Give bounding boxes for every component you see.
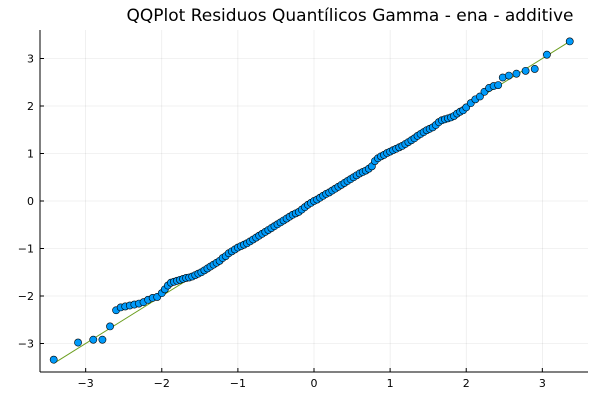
y-tick-label: −2 xyxy=(18,290,34,303)
data-point xyxy=(98,335,107,344)
data-point xyxy=(49,355,58,364)
x-tick-label: 0 xyxy=(311,377,318,390)
y-tick-label: −1 xyxy=(18,243,34,256)
data-point xyxy=(512,69,521,78)
axes xyxy=(39,30,588,373)
x-tick-label: 3 xyxy=(539,377,546,390)
data-point xyxy=(543,50,551,59)
y-tick-label: 3 xyxy=(27,53,34,66)
data-point xyxy=(89,335,98,344)
y-tick-label: 1 xyxy=(27,148,34,161)
x-tick-label: −3 xyxy=(78,377,94,390)
chart-title: QQPlot Residuos Quantílicos Gamma - ena … xyxy=(126,6,573,26)
x-tick-label: −1 xyxy=(230,377,246,390)
x-tick-label: 2 xyxy=(463,377,470,390)
y-tick-label: 0 xyxy=(27,195,34,208)
data-point xyxy=(530,65,539,73)
data-point xyxy=(504,71,513,80)
grid xyxy=(40,30,588,372)
y-tick-label: −3 xyxy=(18,338,34,351)
tick-labels: −3 −2 −1 0 1 2 3 −3 −2 −1 0 1 2 3 xyxy=(18,53,546,391)
data-point xyxy=(476,92,484,101)
x-tick-label: 1 xyxy=(387,377,394,390)
x-tick-label: −2 xyxy=(154,377,170,390)
data-point xyxy=(106,322,114,331)
y-tick-label: 2 xyxy=(27,100,34,113)
data-point xyxy=(494,81,503,89)
data-point xyxy=(565,37,574,46)
data-point xyxy=(521,66,530,75)
points-layer xyxy=(49,37,574,364)
data-point xyxy=(74,338,82,347)
